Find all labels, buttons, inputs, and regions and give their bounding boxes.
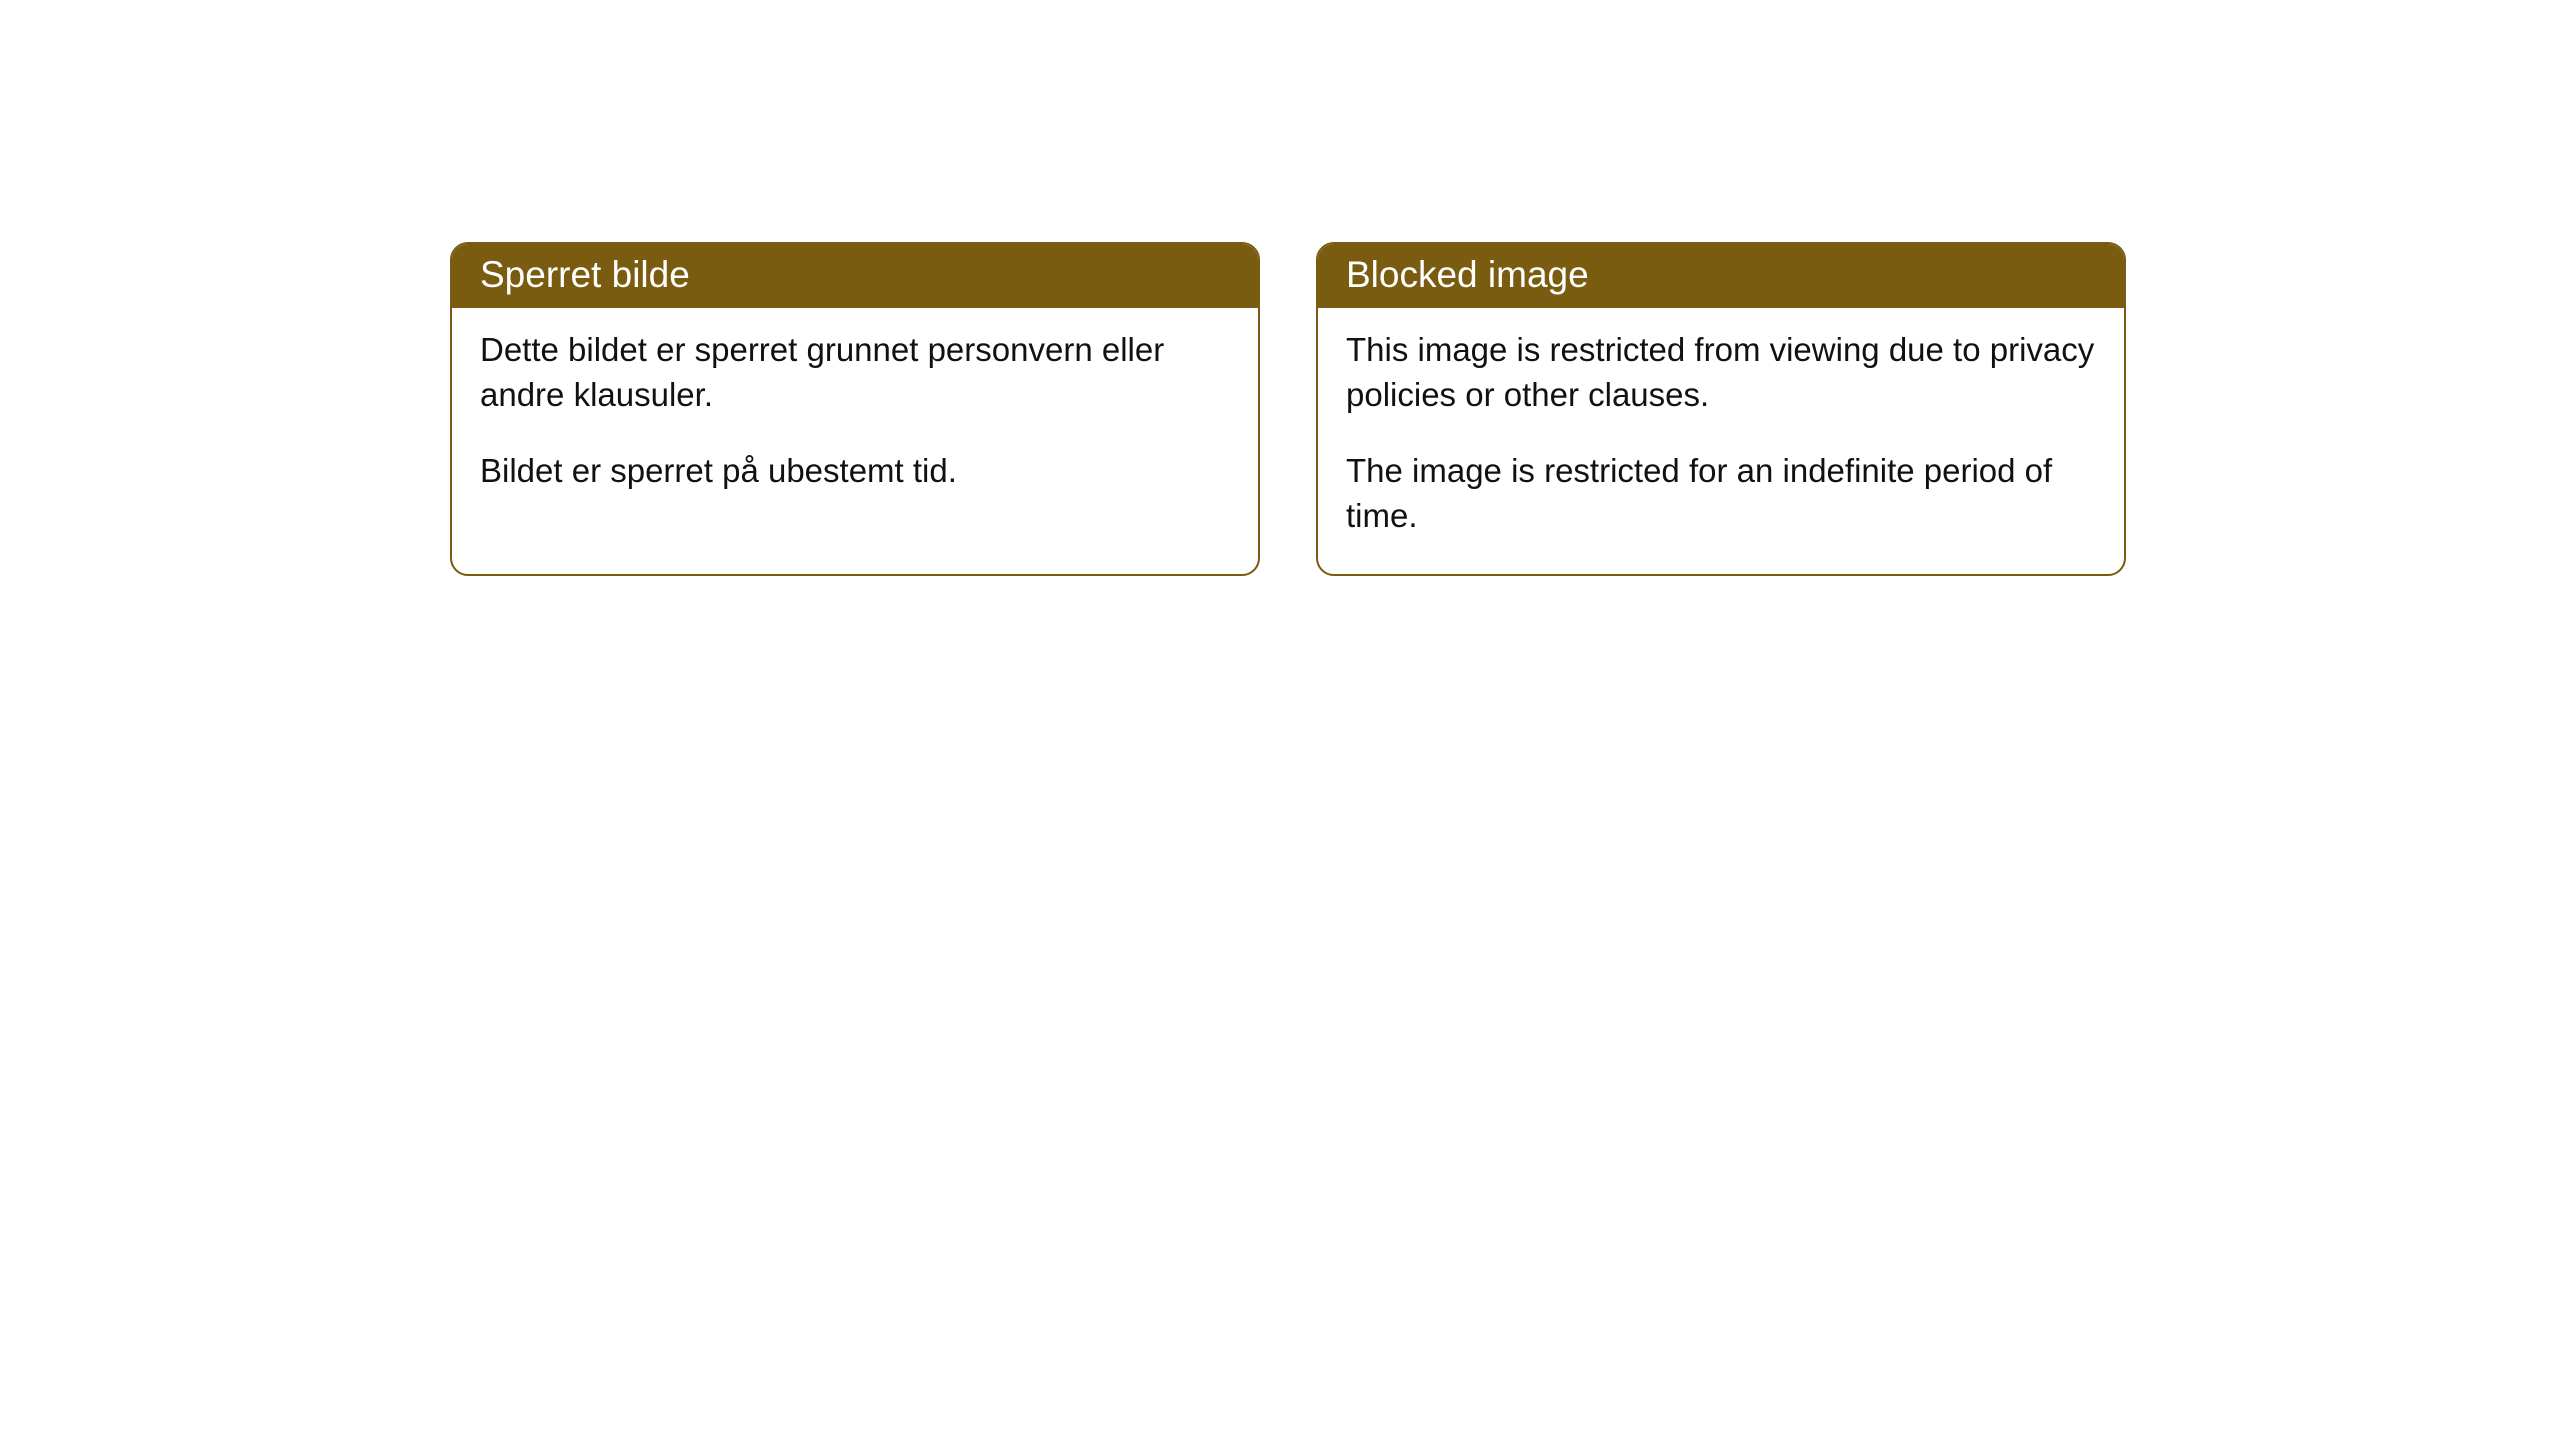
card-paragraph: Bildet er sperret på ubestemt tid.	[480, 449, 1230, 494]
card-body: Dette bildet er sperret grunnet personve…	[452, 308, 1258, 530]
card-paragraph: Dette bildet er sperret grunnet personve…	[480, 328, 1230, 417]
card-header: Sperret bilde	[452, 244, 1258, 308]
card-paragraph: The image is restricted for an indefinit…	[1346, 449, 2096, 538]
notice-card-english: Blocked image This image is restricted f…	[1316, 242, 2126, 576]
card-header: Blocked image	[1318, 244, 2124, 308]
card-paragraph: This image is restricted from viewing du…	[1346, 328, 2096, 417]
notice-card-norwegian: Sperret bilde Dette bildet er sperret gr…	[450, 242, 1260, 576]
card-body: This image is restricted from viewing du…	[1318, 308, 2124, 574]
notice-container: Sperret bilde Dette bildet er sperret gr…	[0, 0, 2560, 576]
